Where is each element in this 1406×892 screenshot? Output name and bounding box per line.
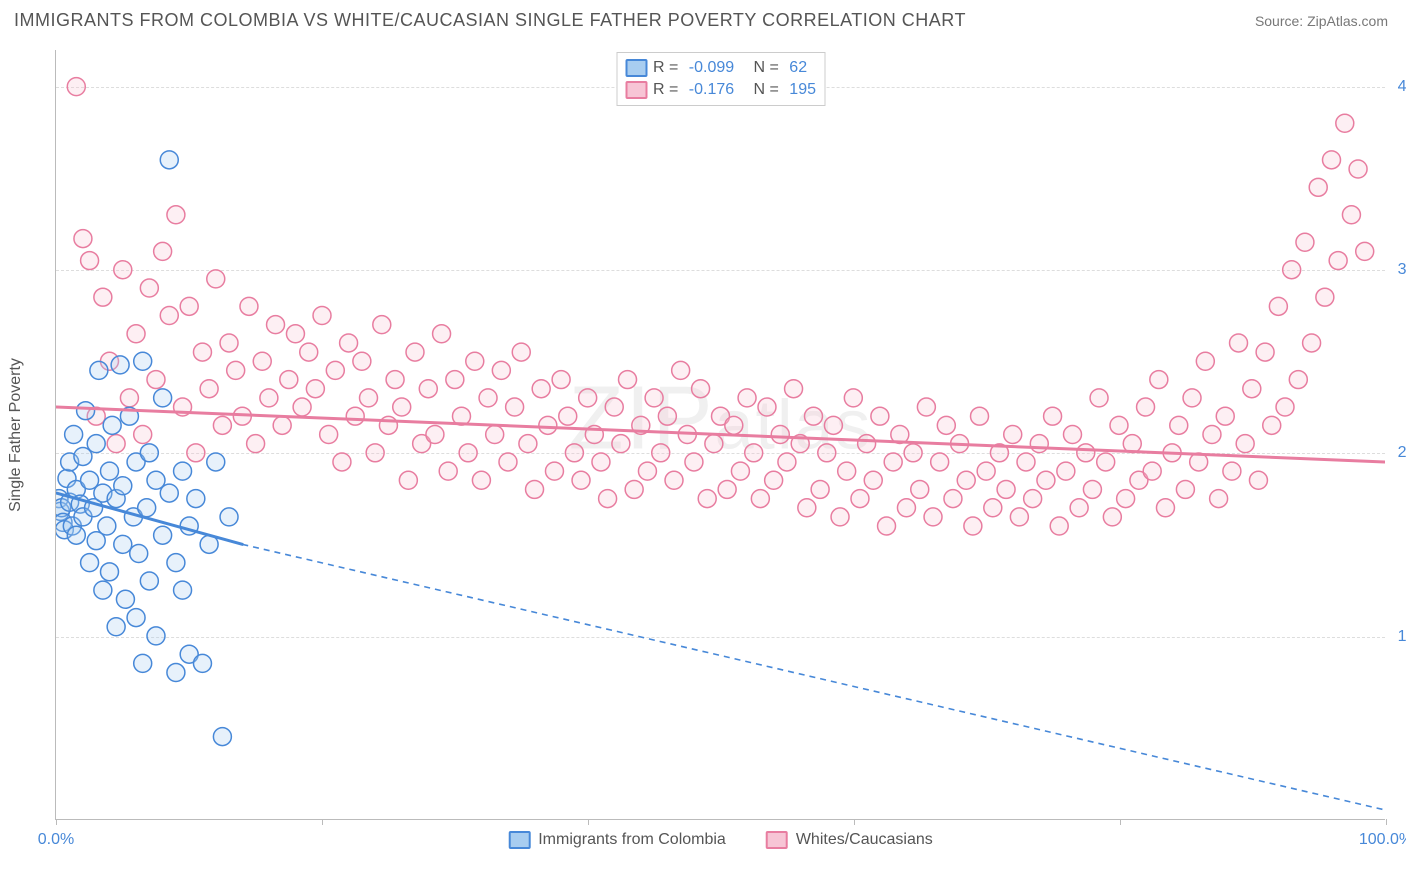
n-value-0: 62 [789, 57, 807, 79]
r-value-0: -0.099 [689, 57, 734, 79]
chart-area: ZIPatlas Single Father Poverty R = -0.09… [55, 50, 1385, 820]
legend-item-0: Immigrants from Colombia [508, 831, 726, 849]
r-label: R = [653, 57, 683, 79]
y-tick-label: 40.0% [1398, 78, 1406, 96]
n-label: N = [740, 57, 783, 79]
legend-row-series-1: R = -0.176 N = 195 [625, 79, 816, 101]
source-label: Source: ZipAtlas.com [1255, 13, 1388, 29]
swatch-series-0 [625, 59, 647, 77]
legend-item-1: Whites/Caucasians [766, 831, 933, 849]
swatch-series-1 [625, 81, 647, 99]
correlation-legend: R = -0.099 N = 62 R = -0.176 N = 195 [616, 52, 825, 106]
x-tick [56, 819, 57, 825]
r-label: R = [653, 79, 683, 101]
chart-title: IMMIGRANTS FROM COLOMBIA VS WHITE/CAUCAS… [14, 10, 966, 31]
r-value-1: -0.176 [689, 79, 734, 101]
x-tick [854, 819, 855, 825]
x-tick [588, 819, 589, 825]
x-tick-label: 100.0% [1359, 831, 1406, 849]
series-legend: Immigrants from Colombia Whites/Caucasia… [508, 831, 933, 849]
x-tick [1120, 819, 1121, 825]
swatch-bottom-0 [508, 831, 530, 849]
x-tick [1386, 819, 1387, 825]
scatter-plot [56, 50, 1385, 819]
swatch-bottom-1 [766, 831, 788, 849]
x-tick-label: 0.0% [38, 831, 74, 849]
n-value-1: 195 [789, 79, 816, 101]
y-tick-label: 20.0% [1398, 444, 1406, 462]
legend-label-1: Whites/Caucasians [796, 831, 933, 849]
x-tick [322, 819, 323, 825]
legend-label-0: Immigrants from Colombia [538, 831, 726, 849]
y-axis-title: Single Father Poverty [7, 358, 25, 512]
legend-row-series-0: R = -0.099 N = 62 [625, 57, 816, 79]
n-label: N = [740, 79, 783, 101]
y-tick-label: 10.0% [1398, 628, 1406, 646]
y-tick-label: 30.0% [1398, 261, 1406, 279]
